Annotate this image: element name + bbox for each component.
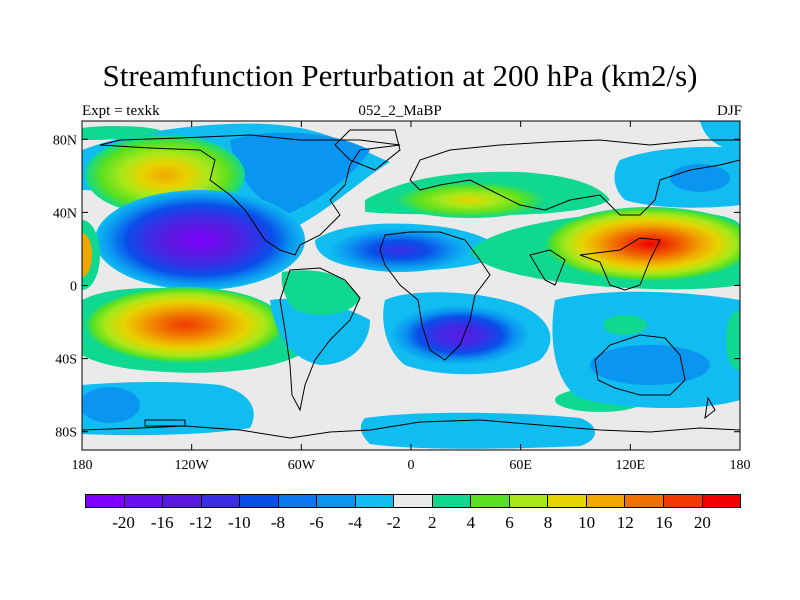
colorbar-swatch (470, 494, 510, 508)
latitude-axis: 80N 40N 0 40S 80S (53, 133, 740, 441)
colorbar-label: -16 (150, 513, 174, 532)
southern-ocean-negative (360, 412, 595, 449)
northeast-asia-core (670, 164, 730, 192)
colorbar-label: -20 (112, 513, 135, 532)
coastlines (82, 129, 740, 439)
colorbar-swatch (662, 494, 703, 508)
colorbar-swatch (585, 494, 626, 508)
contour-fill (82, 121, 740, 449)
southeast-positive-edge (726, 310, 740, 370)
longitude-axis: 180 120W 60W 0 60E 120E 180 (72, 121, 751, 473)
colorbar-label: -12 (189, 513, 213, 532)
southwest-pacific-core (82, 387, 140, 423)
lon-tick-label: 0 (408, 458, 415, 473)
dateline-core (82, 233, 92, 277)
colorbar-label: 6 (505, 513, 514, 532)
colorbar-label: -6 (309, 513, 324, 532)
greenland-coast (334, 129, 401, 171)
experiment-label: Expt = texkk (82, 103, 160, 119)
lon-tick-label: 60W (288, 458, 316, 473)
north-africa-cyclone (330, 228, 470, 272)
colorbar-swatch (393, 494, 433, 508)
lon-tick-label: 180 (72, 458, 93, 473)
lon-tick-label: 120W (175, 458, 210, 473)
colorbar-swatch (123, 494, 164, 508)
atlantic-negative-band (230, 132, 370, 215)
lon-tick-label: 120E (616, 458, 646, 473)
colorbar-label: 16 (655, 513, 673, 532)
colorbar-swatch (239, 494, 279, 508)
africa-coast (379, 231, 491, 361)
southeast-pacific-negative (270, 298, 370, 365)
colorbar-label: 10 (578, 513, 596, 532)
colorbar-label: -2 (386, 513, 401, 532)
season-label: DJF (716, 103, 742, 119)
colorbar-swatch (547, 494, 587, 508)
australia-coast (594, 334, 686, 396)
colorbar-swatch (200, 494, 241, 508)
east-pacific-cyclone (95, 190, 305, 290)
colorbar-label: -4 (348, 513, 363, 532)
lon-tick-label: 60E (509, 458, 532, 473)
eurasia-coast (409, 139, 740, 216)
new-zealand-coast (704, 396, 716, 420)
west-pacific-anticyclone (545, 207, 740, 281)
north-america-coast (99, 134, 401, 256)
australia-positive (603, 315, 647, 335)
south-america-coast (279, 267, 361, 412)
australia-core (590, 345, 710, 385)
colorbar-swatch (354, 494, 395, 508)
southeast-asia-coast (579, 237, 661, 291)
lon-tick-label: 180 (730, 458, 751, 473)
plot-title: Streamfunction Perturbation at 200 hPa (… (102, 58, 698, 93)
arctic-negative-right (700, 121, 740, 150)
antarctica-coast (82, 419, 740, 439)
colorbar-label: 12 (616, 513, 634, 532)
lat-tick-label: 80S (55, 426, 77, 441)
india-coast (529, 249, 566, 286)
south-pacific-anticyclone (85, 287, 285, 363)
lat-tick-label: 80N (53, 133, 77, 148)
arctic-positive (82, 125, 160, 140)
colorbar: -20 -16 -12 -10 -8 -6 -4 -2 2 4 6 8 10 12 16 20 (85, 494, 742, 534)
colorbar-boxes (85, 494, 742, 508)
south-atlantic-positive (281, 270, 360, 316)
colorbar-label: -8 (270, 513, 286, 532)
colorbar-swatch (701, 494, 742, 508)
lat-tick-label: 40S (55, 353, 77, 368)
colorbar-label: 20 (693, 513, 711, 532)
colorbar-swatch (316, 494, 356, 508)
europe-positive (395, 182, 545, 218)
lat-tick-label: 0 (70, 280, 77, 295)
southern-africa-cyclone (390, 305, 530, 365)
lat-tick-label: 40N (53, 206, 77, 221)
colorbar-label: -10 (228, 513, 251, 532)
colorbar-swatch (624, 494, 664, 508)
colorbar-label: 4 (466, 513, 476, 532)
colorbar-labels: -20 -16 -12 -10 -8 -6 -4 -2 2 4 6 8 10 12 16 20 (85, 508, 741, 532)
colorbar-swatch (162, 494, 202, 508)
case-label: 052_2_MaBP (358, 103, 442, 119)
colorbar-label: 8 (543, 513, 553, 532)
colorbar-swatch (508, 494, 549, 508)
colorbar-swatch (431, 494, 472, 508)
colorbar-swatch (85, 494, 125, 508)
colorbar-swatch (277, 494, 318, 508)
colorbar-label: 2 (428, 513, 437, 532)
ross-shelf-coast (144, 419, 186, 427)
